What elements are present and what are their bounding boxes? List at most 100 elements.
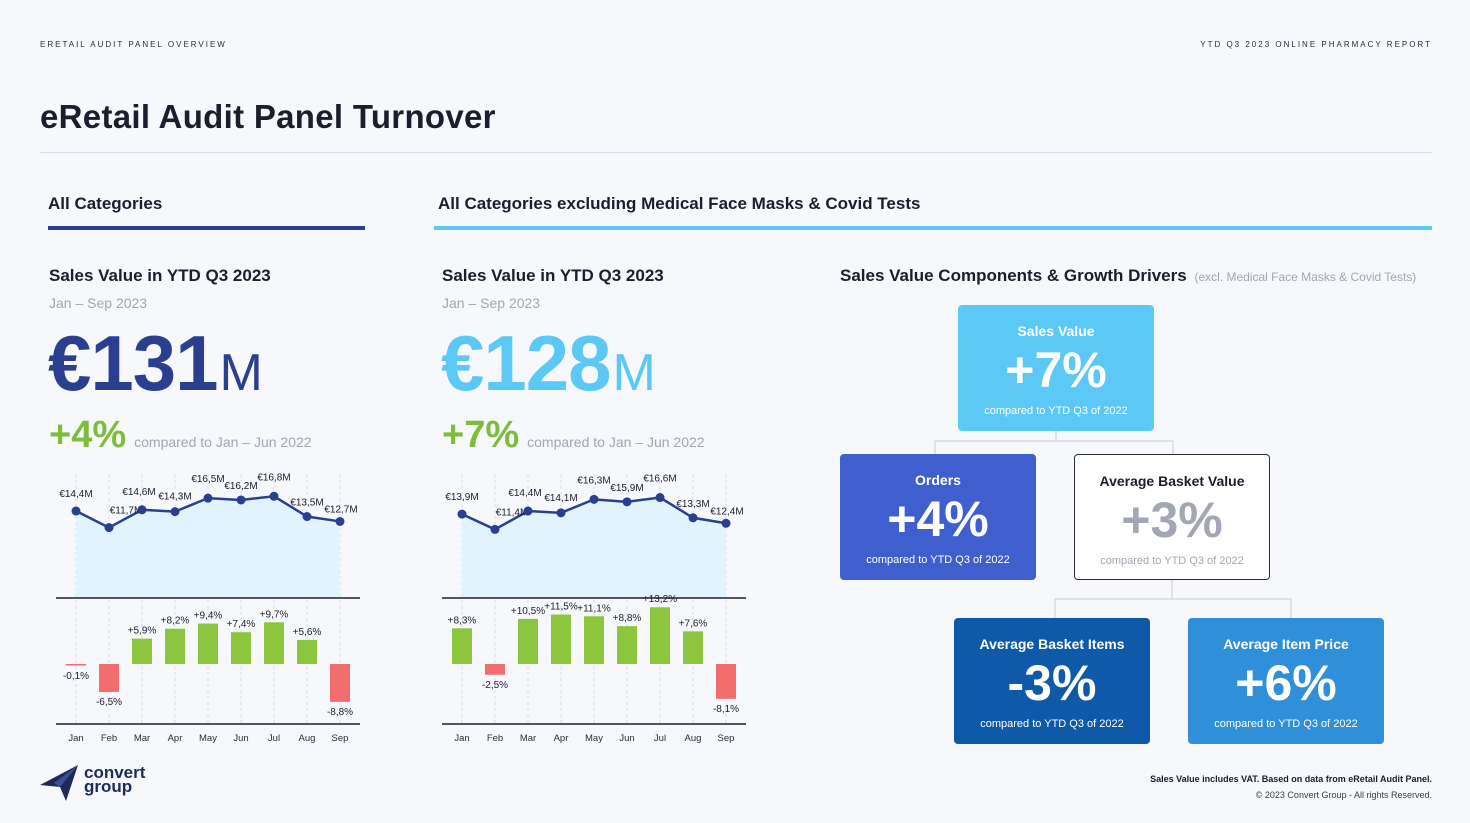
data-point bbox=[302, 512, 312, 522]
growth-label: -0,1% bbox=[63, 671, 89, 682]
kpi-all-title: Sales Value in YTD Q3 2023 bbox=[49, 266, 271, 285]
growth-bar bbox=[66, 664, 86, 666]
x-tick-label: Apr bbox=[168, 733, 183, 744]
growth-label: +8,2% bbox=[161, 616, 190, 627]
growth-label: -8,1% bbox=[713, 704, 739, 715]
growth-bar bbox=[716, 664, 736, 699]
driver-orders-compare: compared to YTD Q3 of 2022 bbox=[866, 554, 1010, 566]
growth-bar bbox=[584, 616, 604, 664]
growth-label: -8,8% bbox=[327, 707, 353, 718]
convert-logo-icon bbox=[40, 765, 78, 801]
growth-label: +13,2% bbox=[643, 594, 677, 605]
kpi-excl-title: Sales Value in YTD Q3 2023 bbox=[442, 266, 664, 285]
footer-copyright: © 2023 Convert Group - All rights Reserv… bbox=[1255, 790, 1432, 800]
data-label: €16,5M bbox=[191, 474, 224, 485]
driver-orders-label: Orders bbox=[915, 472, 961, 488]
footer-note: Sales Value includes VAT. Based on data … bbox=[1150, 774, 1432, 784]
data-point bbox=[236, 495, 246, 505]
data-point bbox=[688, 513, 698, 523]
driver-box-orders: Orders +4% compared to YTD Q3 of 2022 bbox=[840, 454, 1036, 580]
driver-sales-value-label: Sales Value bbox=[1017, 323, 1095, 339]
data-label: €14,6M bbox=[122, 487, 155, 498]
x-tick-label: Feb bbox=[487, 733, 503, 744]
x-tick-label: Sep bbox=[332, 733, 349, 744]
data-point bbox=[104, 523, 114, 533]
growth-label: +5,9% bbox=[128, 626, 157, 637]
growth-bar bbox=[518, 618, 538, 664]
growth-label: +8,8% bbox=[613, 613, 642, 624]
x-tick-label: Jul bbox=[268, 733, 280, 744]
driver-basket-value-compare: compared to YTD Q3 of 2022 bbox=[1100, 555, 1244, 567]
x-tick-label: May bbox=[199, 733, 217, 744]
data-label: €16,3M bbox=[577, 475, 610, 486]
data-point bbox=[457, 509, 467, 519]
drivers-title: Sales Value Components & Growth Drivers … bbox=[840, 266, 1416, 286]
logo-line-2: group bbox=[84, 777, 133, 796]
x-tick-label: Jul bbox=[654, 733, 666, 744]
x-tick-label: Apr bbox=[554, 733, 569, 744]
growth-bar bbox=[683, 631, 703, 664]
growth-bar bbox=[99, 664, 119, 692]
logo-line-1: convert bbox=[84, 763, 146, 782]
driver-box-item-price: Average Item Price +6% compared to YTD Q… bbox=[1188, 618, 1384, 744]
growth-bar bbox=[264, 622, 284, 664]
kpi-excl-growth-value: +7% bbox=[442, 414, 520, 456]
driver-basket-value-value: +3% bbox=[1121, 492, 1223, 548]
x-tick-label: Jan bbox=[68, 733, 83, 744]
data-point bbox=[556, 508, 566, 518]
data-label: €14,4M bbox=[508, 488, 541, 499]
driver-box-basket-items: Average Basket Items -3% compared to YTD… bbox=[954, 618, 1150, 744]
data-point bbox=[490, 524, 500, 534]
growth-bar bbox=[165, 628, 185, 664]
growth-bar bbox=[330, 664, 350, 702]
growth-bar bbox=[485, 664, 505, 675]
kpi-all-number: 131 bbox=[90, 319, 218, 407]
data-point bbox=[269, 491, 279, 501]
data-label: €13,9M bbox=[445, 492, 478, 503]
section-title-all: All Categories bbox=[48, 194, 163, 213]
data-label: €14,1M bbox=[544, 493, 577, 504]
kpi-all-value: €131M bbox=[48, 324, 263, 402]
driver-basket-items-value: -3% bbox=[1007, 655, 1097, 711]
kpi-all-currency: € bbox=[48, 319, 91, 407]
driver-item-price-compare: compared to YTD Q3 of 2022 bbox=[1214, 718, 1358, 730]
section-bar-excl bbox=[434, 226, 1432, 230]
growth-bar bbox=[650, 607, 670, 664]
growth-bar bbox=[198, 623, 218, 664]
driver-item-price-label: Average Item Price bbox=[1223, 636, 1349, 652]
data-point bbox=[137, 505, 147, 515]
drivers-title-text: Sales Value Components & Growth Drivers bbox=[840, 266, 1187, 285]
growth-label: +8,3% bbox=[448, 615, 477, 626]
line-area bbox=[76, 496, 340, 598]
chart-all-categories: €14,4M €11,7M €14,6M €14,3M€16,5M€16,2M€16,… bbox=[56, 472, 360, 744]
data-label: €15,9M bbox=[610, 483, 643, 494]
growth-bar bbox=[231, 632, 251, 664]
kpi-all-period: Jan – Sep 2023 bbox=[49, 295, 148, 311]
data-point bbox=[71, 506, 81, 516]
driver-basket-value-label: Average Basket Value bbox=[1099, 473, 1245, 489]
data-point bbox=[721, 518, 731, 528]
x-tick-label: Sep bbox=[718, 733, 735, 744]
kpi-all-growth: +4% compared to Jan – Jun 2022 bbox=[49, 414, 312, 457]
x-tick-label: Mar bbox=[520, 733, 536, 744]
growth-bar bbox=[551, 614, 571, 664]
data-point bbox=[622, 497, 632, 507]
growth-label: +11,1% bbox=[577, 603, 611, 614]
header-right-label: YTD Q3 2023 ONLINE PHARMACY REPORT bbox=[1200, 40, 1432, 49]
driver-box-sales-value: Sales Value +7% compared to YTD Q3 of 20… bbox=[958, 305, 1154, 431]
growth-label: +9,4% bbox=[194, 611, 223, 622]
driver-box-basket-value: Average Basket Value +3% compared to YTD… bbox=[1074, 454, 1270, 580]
x-tick-label: Aug bbox=[299, 733, 316, 744]
data-point bbox=[589, 494, 599, 504]
data-label: €13,3M bbox=[676, 499, 709, 510]
x-tick-label: Mar bbox=[134, 733, 150, 744]
kpi-all-compare: compared to Jan – Jun 2022 bbox=[134, 434, 312, 450]
kpi-all-growth-value: +4% bbox=[49, 414, 127, 456]
line-area bbox=[462, 497, 726, 598]
x-tick-label: Feb bbox=[101, 733, 117, 744]
growth-bar bbox=[617, 626, 637, 664]
growth-label: +7,4% bbox=[227, 619, 256, 630]
data-label: €12,7M bbox=[324, 504, 357, 515]
driver-basket-items-compare: compared to YTD Q3 of 2022 bbox=[980, 718, 1124, 730]
growth-label: +11,5% bbox=[544, 602, 578, 613]
